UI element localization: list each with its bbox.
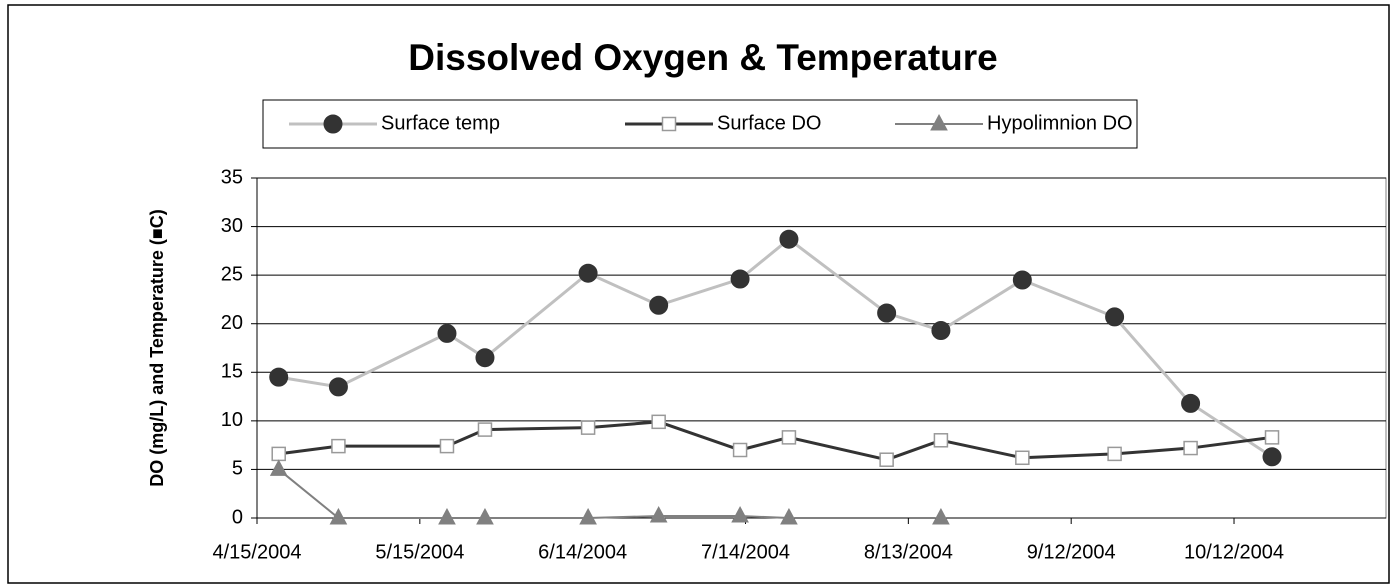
x-tick-label: 10/12/2004 [1184, 541, 1284, 563]
y-tick-label: 0 [232, 506, 243, 528]
x-tick-label: 5/15/2004 [375, 541, 464, 563]
data-point [269, 459, 288, 476]
data-point [438, 507, 456, 525]
legend-label: Hypolimnion DO [987, 112, 1133, 134]
data-point [580, 420, 596, 435]
data-point [732, 442, 748, 458]
y-axis-label: DO (mg/L) and Temperature (■C) [147, 209, 167, 487]
plot-area [256, 177, 1387, 519]
legend-marker [930, 113, 948, 131]
data-point [649, 505, 668, 523]
data-point [651, 414, 666, 430]
data-point [1015, 450, 1030, 466]
data-point [877, 303, 897, 323]
data-point [649, 295, 669, 315]
data-point [1012, 270, 1032, 290]
data-point [781, 430, 797, 445]
data-point [331, 438, 346, 454]
data-point [1262, 447, 1282, 467]
data-point [329, 507, 348, 525]
legend-label: Surface DO [717, 112, 821, 134]
data-point [477, 422, 493, 437]
data-point [1264, 430, 1280, 445]
data-point [931, 321, 951, 341]
legend-label: Surface temp [381, 112, 500, 134]
data-point [1181, 393, 1201, 413]
y-tick-label: 5 [232, 458, 243, 480]
data-point [1105, 307, 1125, 327]
data-point [779, 229, 799, 249]
data-point [1183, 440, 1198, 456]
x-tick-label: 8/13/2004 [864, 541, 953, 563]
legend-marker [661, 116, 677, 132]
data-point [271, 446, 286, 462]
data-point [731, 505, 749, 523]
data-point [879, 452, 894, 467]
data-point [328, 377, 348, 397]
chart-title: Dissolved Oxygen & Temperature [408, 37, 997, 78]
x-tick-label: 4/15/2004 [213, 541, 302, 563]
data-point [730, 269, 750, 289]
data-point [578, 263, 598, 283]
data-point [269, 367, 289, 387]
data-point [475, 348, 495, 368]
x-tick-label: 9/12/2004 [1027, 541, 1116, 563]
y-tick-label: 15 [221, 361, 243, 383]
y-tick-label: 10 [221, 409, 243, 431]
y-tick-label: 20 [221, 312, 243, 334]
data-point [476, 507, 494, 525]
y-tick-label: 25 [221, 263, 243, 285]
legend-marker [323, 114, 343, 134]
data-point [579, 507, 597, 525]
data-point [1107, 446, 1122, 462]
data-point [933, 433, 949, 448]
x-tick-label: 7/14/2004 [701, 541, 790, 563]
y-tick-label: 35 [221, 166, 243, 188]
data-point [932, 507, 950, 525]
data-point [437, 323, 457, 343]
y-tick-label: 30 [221, 215, 243, 237]
data-point [439, 438, 455, 454]
data-point [780, 507, 798, 525]
x-tick-label: 6/14/2004 [538, 541, 627, 563]
